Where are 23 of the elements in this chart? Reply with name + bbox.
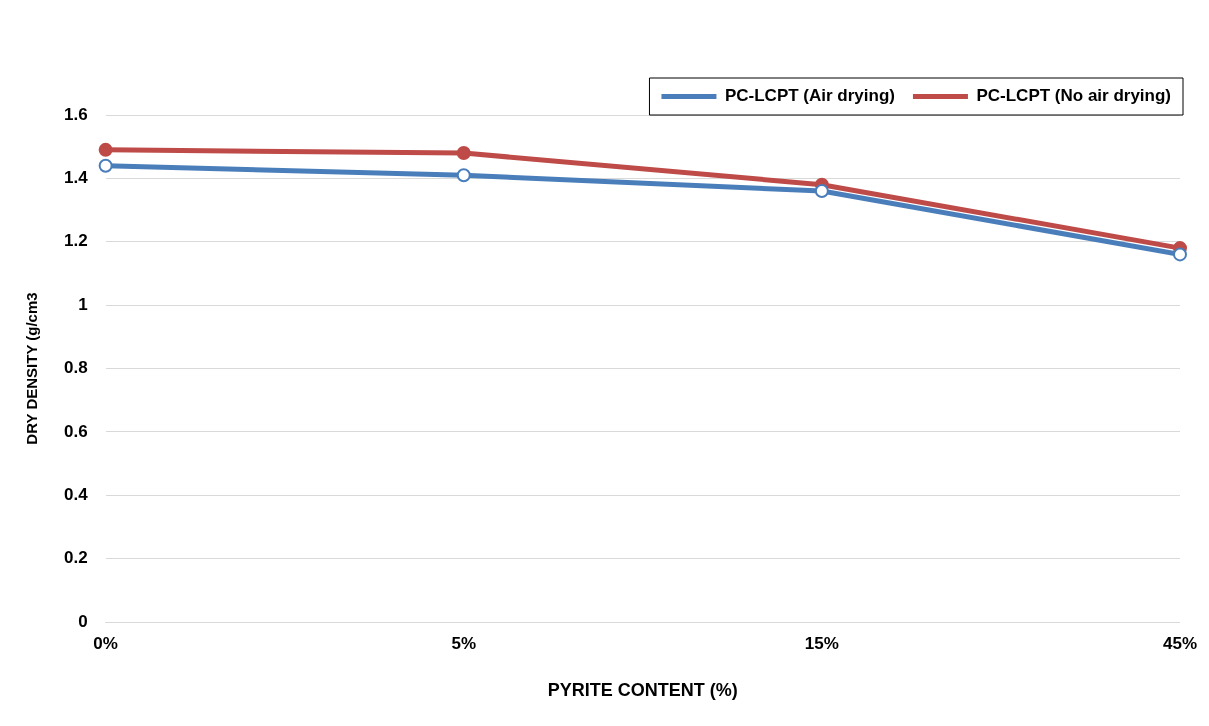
y-tick-label: 1.4	[63, 168, 89, 188]
legend-label: PC-LCPT (Air drying)	[724, 86, 895, 106]
point	[456, 168, 471, 183]
y-axis-title: DRY DENSITY (g/cm3	[23, 292, 41, 445]
y-tick-label: 0.2	[63, 548, 88, 568]
point	[1172, 247, 1187, 262]
y-tick-label: 1.6	[63, 104, 88, 124]
y-tick-label: 0.6	[63, 421, 88, 441]
x-tick-label: 5%	[451, 633, 477, 653]
y-tick-label: 0.4	[63, 484, 89, 504]
x-axis-title: PYRITE CONTENT (%)	[547, 680, 738, 701]
y-tick-label: 0	[78, 611, 88, 631]
y-tick-label: 0.8	[63, 358, 88, 378]
x-tick-label: 15%	[804, 633, 839, 653]
x-tick-label: 0%	[93, 633, 118, 653]
point	[814, 184, 829, 199]
x-tick-label: 45%	[1162, 633, 1197, 653]
y-tick-label: 1	[78, 294, 88, 314]
point	[456, 146, 471, 161]
point	[98, 142, 113, 157]
y-tick-label: 1.2	[63, 231, 88, 251]
legend-label: PC-LCPT (No air drying)	[976, 86, 1172, 106]
point	[98, 158, 113, 173]
